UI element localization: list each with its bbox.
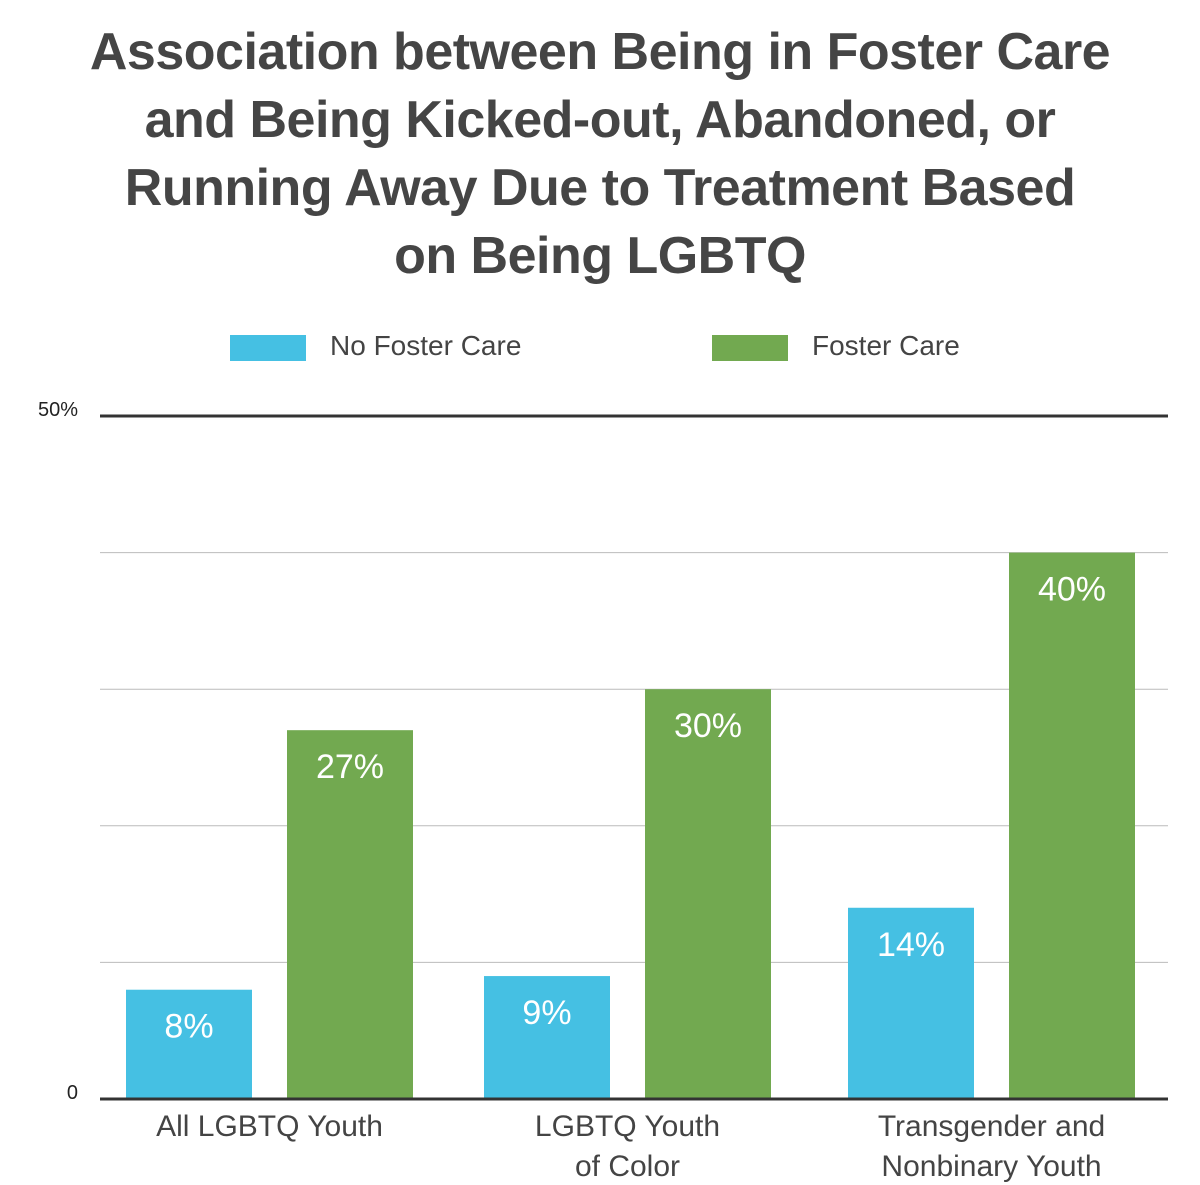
title-line-3: Running Away Due to Treatment Based — [124, 159, 1076, 217]
data-label: 30% — [674, 707, 742, 745]
chart-title: Association between Being in Foster Care… — [0, 18, 1200, 290]
data-label: 9% — [522, 994, 571, 1032]
y-tick-label-max: 50% — [38, 399, 78, 421]
data-label: 8% — [164, 1008, 213, 1046]
title-line-1: Association between Being in Foster Care — [89, 23, 1111, 81]
title-line-4: on Being LGBTQ — [394, 227, 806, 285]
y-tick-label-min: 0 — [67, 1082, 78, 1104]
category-label: LGBTQ Youth — [535, 1110, 720, 1143]
category-label: Transgender and — [878, 1110, 1105, 1143]
legend-swatch-no-foster-care — [230, 335, 306, 361]
legend-swatch-foster-care — [712, 335, 788, 361]
category-label: All LGBTQ Youth — [156, 1110, 383, 1143]
title-line-2: and Being Kicked-out, Abandoned, or — [144, 91, 1056, 149]
legend-label-foster-care: Foster Care — [812, 330, 960, 361]
bar — [484, 976, 610, 1099]
category-label: of Color — [575, 1150, 680, 1183]
bar — [848, 907, 974, 1099]
bar — [126, 989, 252, 1099]
category-label: Nonbinary Youth — [881, 1150, 1101, 1183]
data-label: 14% — [877, 926, 945, 964]
bar — [287, 730, 413, 1099]
data-label: 27% — [316, 748, 384, 786]
data-label: 40% — [1038, 571, 1106, 609]
chart-legend: No Foster Care Foster Care — [0, 330, 1200, 363]
bar — [1009, 552, 1135, 1099]
legend-label-no-foster-care: No Foster Care — [330, 330, 522, 361]
bar — [645, 689, 771, 1099]
